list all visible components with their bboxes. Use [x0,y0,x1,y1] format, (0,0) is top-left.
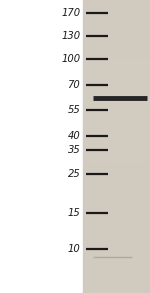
Text: 130: 130 [61,31,80,41]
Text: 10: 10 [68,244,80,254]
Text: 55: 55 [68,105,80,115]
Text: 15: 15 [68,208,80,218]
Text: 170: 170 [61,8,80,18]
Text: 25: 25 [68,169,80,179]
Text: 40: 40 [68,131,80,141]
Text: 35: 35 [68,145,80,155]
Bar [0,0,83,293]
Bar [83,0,150,293]
Text: 100: 100 [61,54,80,64]
Bar [83,59,150,161]
Text: 70: 70 [68,80,80,90]
